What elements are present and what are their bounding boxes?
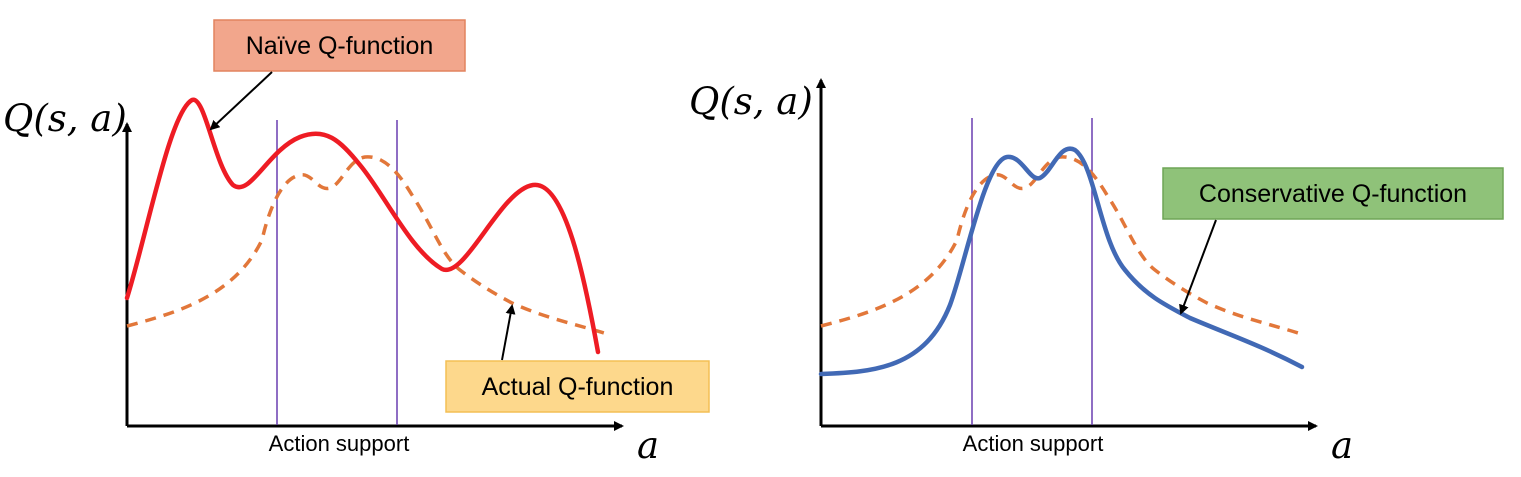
right-y-axis-label: Q(s, a) xyxy=(689,80,813,123)
conservative-q-callout-text: Conservative Q-function xyxy=(1199,180,1467,208)
conservative-q-pointer-arrow xyxy=(1179,219,1217,315)
actual-q-callout-text: Actual Q-function xyxy=(482,373,674,401)
naive-q-callout xyxy=(213,19,466,72)
left-x-axis-label: a xyxy=(637,424,659,467)
actual-q-pointer-arrow xyxy=(501,304,516,361)
conservative-q-callout xyxy=(1162,167,1504,220)
right-x-axis-label: a xyxy=(1331,424,1353,467)
left-panel: Q(s, a) a Action support Naïve Q-functio… xyxy=(3,19,710,467)
actual-q-callout xyxy=(445,360,710,413)
conservative-q-curve xyxy=(818,146,1305,377)
left-action-support-label: Action support xyxy=(269,431,410,456)
right-panel: Q(s, a) a Action support Conservative Q-… xyxy=(689,78,1504,467)
naive-q-pointer-arrow xyxy=(209,71,273,131)
left-y-axis-label: Q(s, a) xyxy=(3,97,127,140)
right-action-support-label: Action support xyxy=(963,431,1104,456)
left-naive-q-curve xyxy=(124,97,601,355)
naive-q-callout-text: Naïve Q-function xyxy=(246,32,434,60)
left-actual-q-curve xyxy=(126,155,605,335)
